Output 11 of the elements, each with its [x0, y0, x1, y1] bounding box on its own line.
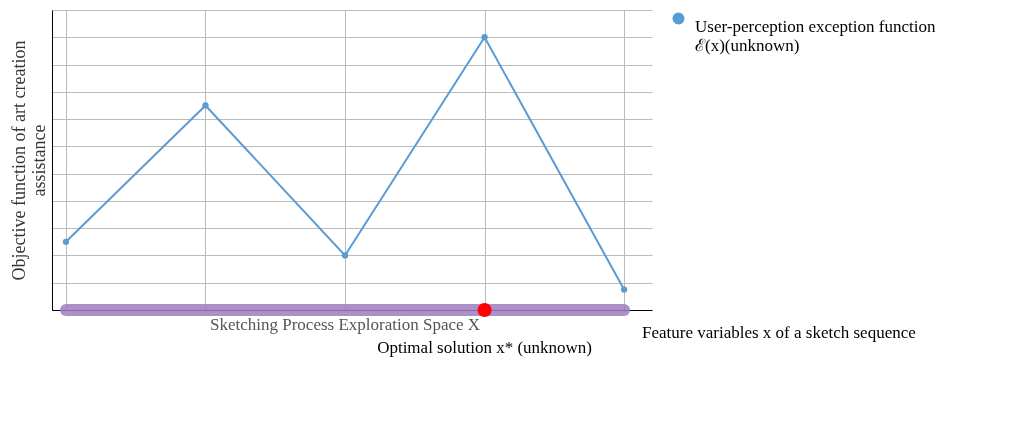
point — [202, 102, 209, 109]
point — [341, 252, 349, 259]
point — [481, 34, 488, 41]
point — [477, 302, 492, 318]
point — [620, 286, 628, 293]
point — [62, 238, 70, 245]
y-axis-title: Objective function of art creation assistance — [8, 40, 49, 281]
series-label: Sketching Process Exploration Space X — [209, 315, 481, 334]
series-label: Optimal solution x* (unknown) — [377, 338, 592, 357]
x-axis-title: Feature variables x of a sketch sequence — [642, 323, 916, 342]
legend-label: User-perception exception function ℰ(x)(unknown) — [695, 16, 936, 55]
